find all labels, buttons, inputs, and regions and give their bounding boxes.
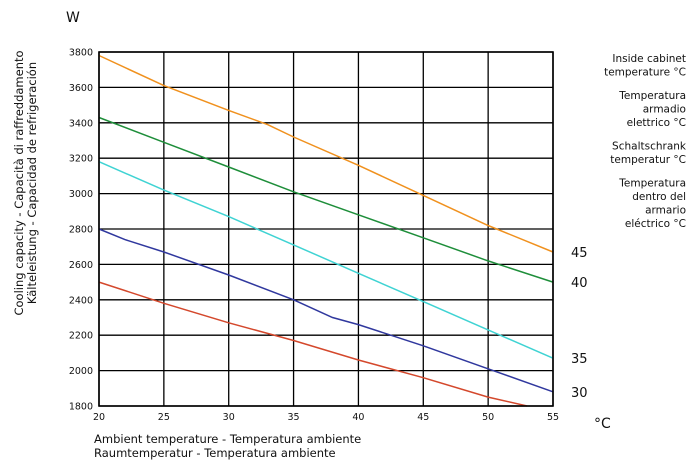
x-axis-title: Ambient temperature - Temperatura ambien… xyxy=(94,432,361,460)
series-line-unlabeled-4 xyxy=(98,281,528,407)
legend-title-line: dentro del xyxy=(632,191,686,203)
series-end-labels: 45 40 35 30 xyxy=(571,246,588,401)
y-tick-label: 3400 xyxy=(69,118,93,129)
x-tick-label: 40 xyxy=(352,412,364,423)
y-axis-title: Cooling capacity - Capacità di raffredda… xyxy=(12,50,39,315)
legend-title-line: Temperatura xyxy=(618,90,686,102)
legend-title-line: Temperatura xyxy=(618,178,686,190)
x-tick-label: 35 xyxy=(288,412,300,423)
x-axis-title-line-1: Ambient temperature - Temperatura ambien… xyxy=(94,432,361,446)
y-tick-label: 1800 xyxy=(69,402,93,413)
plot-border xyxy=(98,51,554,407)
series-line-40 xyxy=(98,116,554,283)
y-tick-label: 3800 xyxy=(69,48,93,59)
x-tick-label: 25 xyxy=(158,412,170,423)
series-lines xyxy=(98,54,554,407)
y-axis-title-line-2: Kälteleistung - Capacidad de refrigeraci… xyxy=(25,62,39,304)
y-unit-label: W xyxy=(66,10,80,26)
series-label-35: 35 xyxy=(571,352,588,367)
y-tick-label: 3200 xyxy=(69,154,93,165)
x-tick-labels: 20 25 30 35 40 45 50 55 xyxy=(93,412,559,423)
x-tick-label: 50 xyxy=(482,412,494,423)
y-tick-label: 3600 xyxy=(69,83,93,94)
y-tick-label: 2000 xyxy=(69,366,93,377)
legend-title-line: armario xyxy=(645,205,686,217)
x-tick-label: 55 xyxy=(547,412,559,423)
y-axis-title-line-1: Cooling capacity - Capacità di raffredda… xyxy=(12,50,26,315)
x-tick-label: 20 xyxy=(93,412,105,423)
series-line-30 xyxy=(98,228,554,393)
series-line-45 xyxy=(98,54,554,253)
y-tick-label: 2400 xyxy=(69,295,93,306)
legend-title-line: Schaltschrank xyxy=(612,141,687,153)
x-tick-label: 30 xyxy=(223,412,235,423)
series-label-45: 45 xyxy=(571,246,588,261)
x-tick-label: 45 xyxy=(417,412,429,423)
x-axis-title-line-2: Raumtemperatur - Temperatura ambiente xyxy=(94,446,336,460)
y-tick-labels: 1800 2000 2200 2400 2600 2800 3000 3200 3400 3600… xyxy=(69,48,93,413)
y-tick-label: 2200 xyxy=(69,331,93,342)
legend-title: Inside cabinet temperature °C Temperatura a… xyxy=(604,53,687,230)
legend-title-line: elettrico °C xyxy=(627,117,686,129)
legend-title-line: eléctrico °C xyxy=(625,218,686,230)
grid xyxy=(98,51,554,407)
legend-title-line: temperatur °C xyxy=(610,154,686,166)
series-label-30: 30 xyxy=(571,386,588,401)
y-tick-label: 2600 xyxy=(69,260,93,271)
legend-title-line: armadio xyxy=(643,104,686,116)
plot-frame xyxy=(98,51,554,407)
series-line-35 xyxy=(98,161,554,359)
legend-title-line: temperature °C xyxy=(604,67,686,79)
y-tick-label: 2800 xyxy=(69,225,93,236)
legend-title-line: Inside cabinet xyxy=(612,53,686,65)
x-unit-label: °C xyxy=(594,416,611,432)
series-label-40: 40 xyxy=(571,276,588,291)
y-tick-label: 3000 xyxy=(69,189,93,200)
